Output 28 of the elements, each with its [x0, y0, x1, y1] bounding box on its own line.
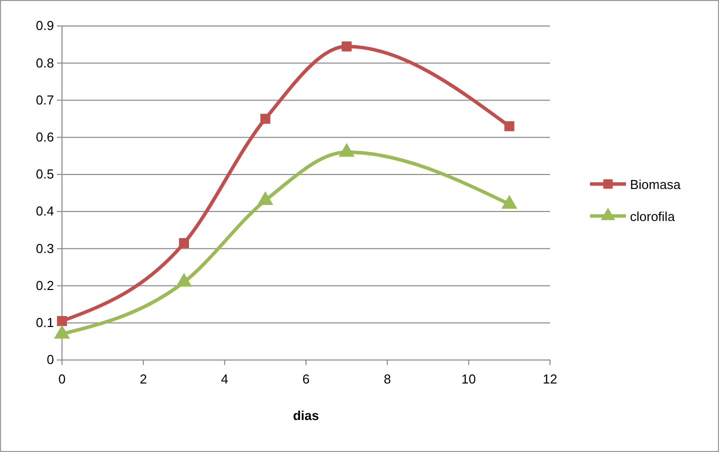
y-tick-label: 0.5 [36, 166, 54, 182]
x-tick-label: 2 [140, 372, 147, 387]
y-tick-label: 0.1 [36, 315, 54, 330]
y-tick-label: 0 [46, 352, 54, 368]
x-tick-label: 10 [461, 372, 476, 387]
y-tick-label: 0.8 [36, 55, 54, 70]
point [54, 324, 70, 339]
point [176, 272, 192, 287]
y-tick-label: 0.3 [36, 240, 54, 256]
x-tick-label: 6 [302, 372, 310, 387]
x-tick-label: 0 [58, 372, 66, 387]
point [501, 194, 518, 209]
x-tick-label: 12 [542, 372, 558, 387]
y-tick-label: 0.6 [36, 129, 54, 144]
legend-label: Biomasa [630, 177, 682, 192]
y-tick-label: 0.4 [36, 204, 54, 219]
x-tick-label: 4 [221, 372, 228, 387]
point [260, 114, 270, 124]
x-tick-label: 8 [384, 372, 391, 387]
y-tick-label: 0.9 [36, 18, 54, 34]
point [342, 41, 352, 52]
point [338, 142, 355, 157]
y-tick-label: 0.7 [36, 92, 54, 108]
x-axis-title: dias [292, 408, 320, 423]
legend-label: clorofila [630, 209, 676, 224]
point [504, 121, 514, 132]
point [257, 191, 274, 206]
y-tick-label: 0.2 [36, 278, 54, 293]
